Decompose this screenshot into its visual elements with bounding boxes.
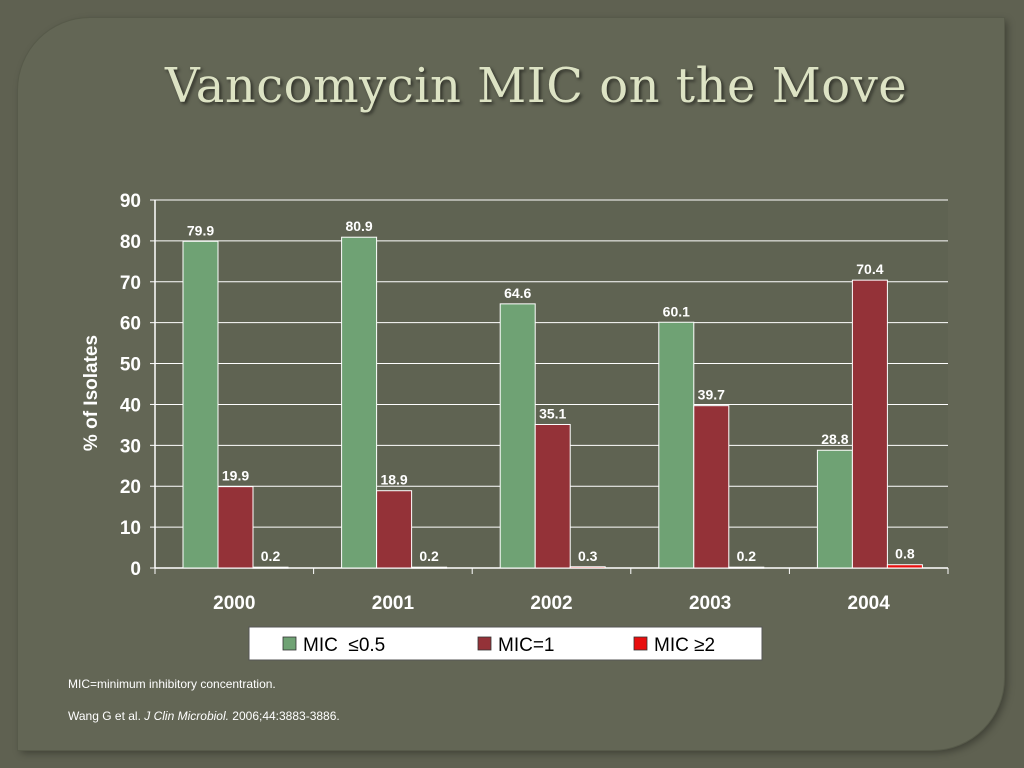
bar xyxy=(693,405,730,569)
citation-journal: J Clin Microbiol. xyxy=(144,709,229,723)
x-tick-label: 2002 xyxy=(530,593,572,614)
slide-title: Vancomycin MIC on the Move xyxy=(165,58,908,114)
legend-label: MIC=1 xyxy=(498,635,555,656)
data-label: 28.8 xyxy=(821,431,848,447)
bar xyxy=(376,490,413,569)
y-tick-label: 30 xyxy=(120,436,141,457)
y-tick-label: 70 xyxy=(120,273,141,294)
y-tick-label: 80 xyxy=(120,232,141,253)
y-tick-label: 90 xyxy=(120,191,141,212)
bar xyxy=(851,279,888,569)
legend-label: MIC ≥2 xyxy=(654,635,715,656)
y-axis-label: % of Isolates xyxy=(81,335,102,451)
x-tick-label: 2001 xyxy=(372,593,415,614)
bar xyxy=(182,240,219,569)
data-label: 64.6 xyxy=(504,285,531,301)
citation-details: 2006;44:3883-3886. xyxy=(232,709,340,723)
y-axis-ticks: 0 10 20 30 40 50 60 70 80 90 xyxy=(120,191,155,580)
y-tick-label: 20 xyxy=(120,477,141,498)
x-tick-label: 2003 xyxy=(689,593,731,614)
x-axis: 2000 2001 2002 2003 2004 xyxy=(154,200,949,614)
legend-box xyxy=(248,626,763,661)
citation-authors: Wang G et al. xyxy=(68,709,141,723)
bar xyxy=(886,564,923,569)
bars xyxy=(182,236,923,569)
bar xyxy=(411,566,448,569)
legend-swatch xyxy=(282,636,297,651)
data-label: 0.2 xyxy=(737,548,757,564)
data-label: 0.2 xyxy=(419,548,439,564)
y-tick-label: 0 xyxy=(130,559,141,580)
legend-swatch xyxy=(633,636,648,651)
footnote-definition: MIC=minimum inhibitory concentration. xyxy=(68,677,276,691)
bar xyxy=(658,321,695,569)
data-label: 0.2 xyxy=(261,548,281,564)
data-label: 18.9 xyxy=(380,472,407,488)
y-tick-label: 10 xyxy=(120,518,141,539)
y-tick-label: 50 xyxy=(120,355,141,376)
legend-swatch xyxy=(477,636,492,651)
data-label: 80.9 xyxy=(345,218,372,234)
bar xyxy=(499,303,536,569)
bar xyxy=(728,566,765,569)
data-label: 70.4 xyxy=(856,261,883,277)
data-label: 19.9 xyxy=(222,468,249,484)
data-label: 0.3 xyxy=(578,548,598,564)
x-tick-label: 2000 xyxy=(213,593,255,614)
legend-label: MIC ≤0.5 xyxy=(303,635,385,656)
data-label: 79.9 xyxy=(187,222,214,238)
data-label: 39.7 xyxy=(698,387,725,403)
citation: Wang G et al. J Clin Microbiol. 2006;44:… xyxy=(68,709,340,723)
bar xyxy=(341,236,378,569)
bar xyxy=(252,566,289,569)
bar xyxy=(569,566,606,569)
data-label: 60.1 xyxy=(663,303,690,319)
data-labels: 79.9 80.9 64.6 60.1 28.8 19.9 18.9 35.1 39.7 70.4… xyxy=(187,218,915,564)
y-tick-label: 40 xyxy=(120,395,141,416)
bar xyxy=(217,486,254,569)
data-label: 35.1 xyxy=(539,405,566,421)
x-tick-label: 2004 xyxy=(848,593,891,614)
data-label: 0.8 xyxy=(895,546,915,562)
legend: MIC ≤0.5 MIC=1 MIC ≥2 xyxy=(248,626,763,661)
y-tick-label: 60 xyxy=(120,314,141,335)
bar xyxy=(816,449,853,569)
bar xyxy=(534,423,571,569)
